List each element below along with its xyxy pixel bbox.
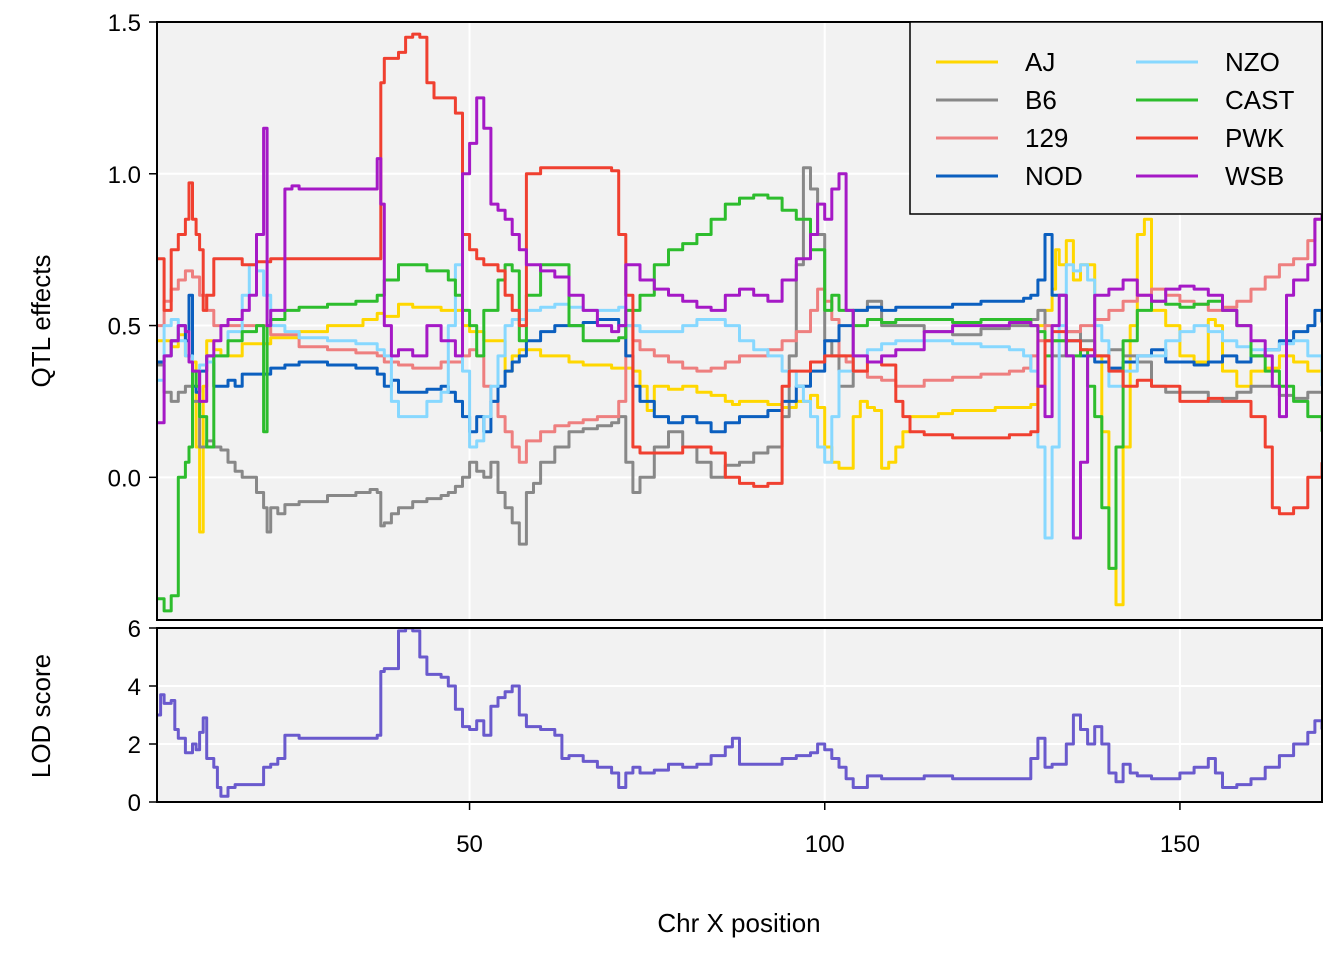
effects-series-line-wsb bbox=[157, 96, 1322, 540]
legend-label-cast: CAST bbox=[1225, 85, 1294, 115]
lod-y-axis-label: LOD score bbox=[26, 654, 56, 778]
legend: AJ B6 129 NOD NZO CAST PWK WSB bbox=[909, 21, 1323, 215]
effects-series-line-129 bbox=[157, 216, 1322, 464]
legend-label-pwk: PWK bbox=[1225, 123, 1285, 153]
lod-plot-frame bbox=[156, 627, 1323, 803]
lod-ytick-label-3: 6 bbox=[128, 616, 141, 643]
lod-ytick-label-2: 4 bbox=[128, 674, 141, 701]
effects-series-lines bbox=[157, 32, 1322, 613]
x-axis-label: Chr X position bbox=[657, 908, 820, 938]
effects-y-axis-label: QTL effects bbox=[26, 255, 56, 388]
x-axis: 50 100 150 bbox=[456, 802, 1200, 858]
effects-y-axis: 0.0 0.5 1.0 1.5 bbox=[108, 10, 157, 492]
legend-label-b6: B6 bbox=[1025, 85, 1057, 115]
legend-label-nzo: NZO bbox=[1225, 47, 1280, 77]
lod-series-line bbox=[157, 628, 1322, 798]
effects-ytick-label-1: 0.5 bbox=[108, 314, 141, 341]
lod-panel: 0 2 4 6 50 100 150 LOD score Chr X position bbox=[26, 616, 1323, 938]
effects-plot-frame bbox=[156, 21, 1323, 621]
legend-box bbox=[909, 21, 1323, 215]
lod-plot-background bbox=[157, 628, 1322, 802]
legend-label-wsb: WSB bbox=[1225, 161, 1284, 191]
legend-label-129: 129 bbox=[1025, 123, 1068, 153]
effects-ytick-label-3: 1.5 bbox=[108, 10, 141, 37]
effects-ytick-label-2: 1.0 bbox=[108, 162, 141, 189]
legend-label-nod: NOD bbox=[1025, 161, 1083, 191]
lod-ytick-label-1: 2 bbox=[128, 732, 141, 759]
legend-items: AJ B6 129 NOD NZO CAST PWK WSB bbox=[936, 47, 1294, 191]
xtick-label-1: 100 bbox=[805, 831, 845, 858]
effects-series-line-pwk bbox=[157, 32, 1322, 516]
effects-ytick-label-0: 0.0 bbox=[108, 465, 141, 492]
xtick-label-2: 150 bbox=[1160, 831, 1200, 858]
lod-series-line-lod bbox=[157, 628, 1322, 798]
lod-y-axis: 0 2 4 6 bbox=[128, 616, 157, 817]
effects-series-line-nod bbox=[157, 233, 1322, 434]
lod-ytick-label-0: 0 bbox=[128, 790, 141, 817]
effects-series-line-b6 bbox=[157, 166, 1322, 546]
effects-series-line-nzo bbox=[157, 263, 1322, 540]
legend-label-aj: AJ bbox=[1025, 47, 1055, 77]
xtick-label-0: 50 bbox=[456, 831, 483, 858]
effects-panel: 0.0 0.5 1.0 1.5 QTL effects AJ B6 129 NOD NZO CA… bbox=[26, 10, 1323, 621]
